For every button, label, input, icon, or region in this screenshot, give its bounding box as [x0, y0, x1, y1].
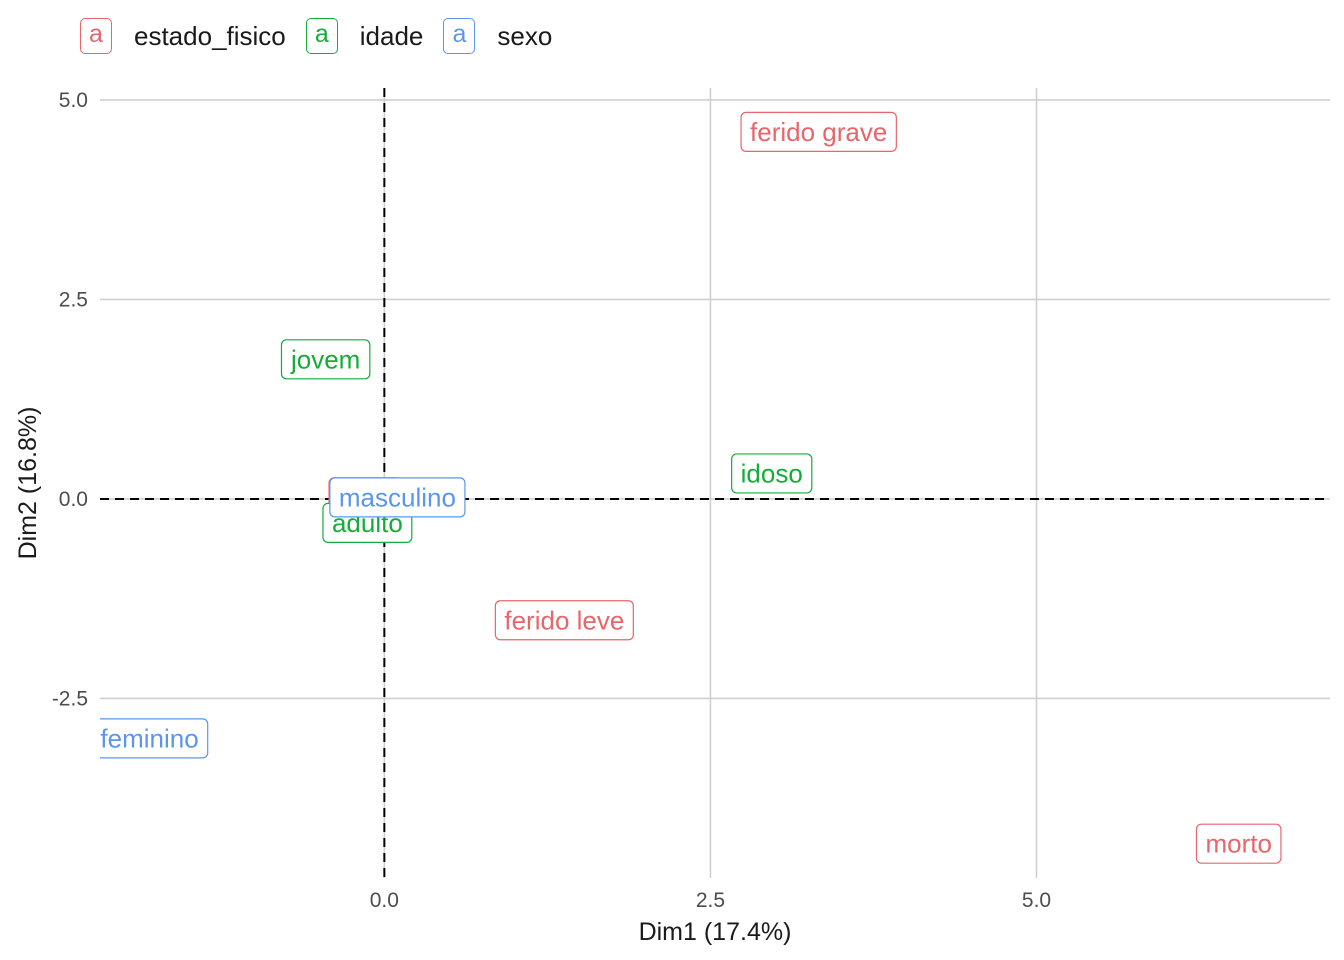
point-label: feminino	[100, 718, 209, 759]
point-label: ferido grave	[740, 111, 897, 152]
point-label-box	[329, 477, 466, 518]
legend-key-sexo: a	[443, 18, 476, 54]
point-labels: ferido graveilesoferido levemortojovemid…	[100, 111, 1282, 864]
point-label: idoso	[731, 453, 813, 494]
grid-lines	[100, 88, 1330, 878]
y-tick-label: 0.0	[59, 488, 88, 511]
point-label-box	[280, 339, 371, 380]
x-tick-label: 5.0	[1022, 889, 1051, 912]
point-label-text: ferido leve	[504, 605, 624, 635]
legend-label-estado-fisico: estado_fisico	[134, 20, 286, 51]
point-label: morto	[1195, 823, 1282, 864]
point-label: masculino	[329, 477, 466, 518]
point-label: jovem	[280, 339, 371, 380]
y-axis-label: Dim2 (16.8%)	[14, 407, 42, 560]
x-tick-label: 2.5	[696, 889, 725, 912]
y-tick-label: 5.0	[59, 89, 88, 112]
point-label-text: ferido grave	[750, 117, 887, 147]
point-label-box	[731, 453, 813, 494]
legend-key-idade: a	[305, 18, 338, 54]
point-label-box	[740, 111, 897, 152]
point-label-box	[1195, 823, 1282, 864]
y-tick-label: -2.5	[52, 687, 88, 710]
legend-key-estado-fisico: a	[80, 18, 112, 54]
legend-label-sexo: sexo	[497, 20, 553, 51]
x-tick-label: 0.0	[370, 889, 399, 912]
point-label-text: masculino	[339, 482, 456, 512]
legend-item-estado-fisico: a estado_fisico	[80, 18, 286, 54]
tick-labels: 0.0 2.5 5.0 -2.5 0.0 2.5 5.0	[52, 89, 1051, 912]
point-label-text: jovem	[290, 344, 360, 374]
point-label-text: morto	[1205, 829, 1271, 859]
point-label-text: idoso	[741, 458, 803, 488]
point-label: ferido leve	[494, 600, 634, 641]
legend-item-sexo: a sexo	[443, 18, 552, 54]
point-label-text: feminino	[100, 723, 198, 753]
point-label-box	[100, 718, 209, 759]
legend: a estado_fisico a idade a sexo	[80, 14, 572, 58]
point-label-box	[494, 600, 634, 641]
legend-label-idade: idade	[359, 20, 424, 51]
y-tick-label: 2.5	[59, 288, 88, 311]
legend-item-idade: a idade	[305, 18, 424, 54]
x-axis-label: Dim1 (17.4%)	[639, 918, 792, 946]
reference-lines	[100, 88, 1330, 878]
